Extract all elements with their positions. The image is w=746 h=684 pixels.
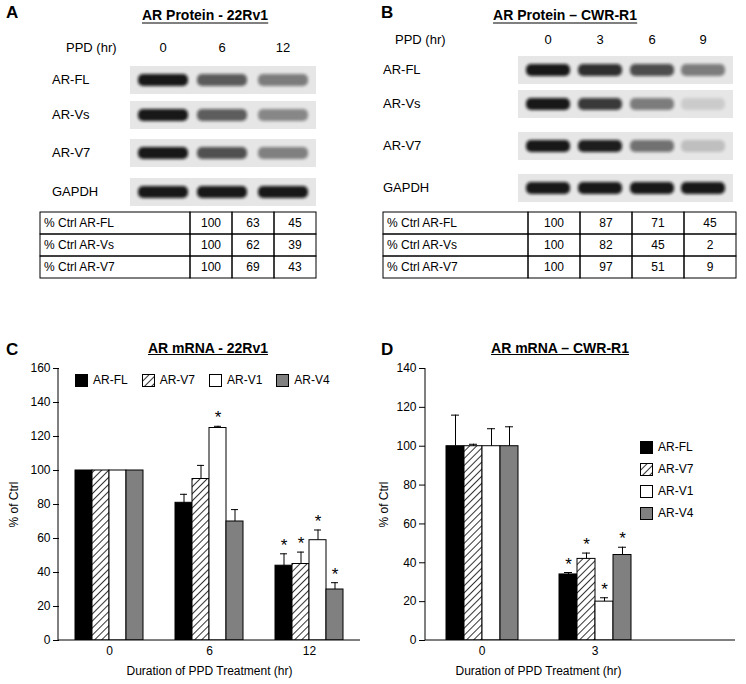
- svg-text:% Ctrl AR-FL: % Ctrl AR-FL: [387, 216, 457, 230]
- svg-text:45: 45: [288, 216, 302, 230]
- svg-text:Duration of PPD Treatment (hr): Duration of PPD Treatment (hr): [455, 664, 621, 678]
- svg-text:0: 0: [544, 32, 551, 47]
- svg-text:0: 0: [410, 633, 417, 647]
- svg-text:60: 60: [37, 531, 51, 545]
- svg-text:*: *: [215, 408, 222, 427]
- svg-text:% Ctrl AR-Vs: % Ctrl AR-Vs: [387, 238, 457, 252]
- svg-text:100: 100: [201, 216, 221, 230]
- svg-text:80: 80: [403, 478, 417, 492]
- svg-text:100: 100: [201, 260, 221, 274]
- svg-text:69: 69: [246, 260, 260, 274]
- svg-text:0: 0: [479, 644, 486, 658]
- svg-text:80: 80: [37, 497, 51, 511]
- svg-text:140: 140: [30, 395, 50, 409]
- svg-text:6: 6: [206, 644, 213, 658]
- html-text:AR-V7: AR-V7: [159, 373, 195, 387]
- html-text:AR mRNA - 22Rv1: AR mRNA - 22Rv1: [148, 340, 268, 356]
- html-text:AR mRNA – CWR-R1: AR mRNA – CWR-R1: [491, 340, 629, 356]
- svg-text:100: 100: [544, 238, 564, 252]
- html-text:AR-V1: AR-V1: [658, 484, 694, 498]
- svg-text:AR-V7: AR-V7: [383, 138, 421, 153]
- svg-text:*: *: [315, 512, 322, 531]
- svg-text:140: 140: [396, 361, 416, 375]
- svg-text:63: 63: [246, 216, 260, 230]
- svg-text:100: 100: [544, 216, 564, 230]
- svg-text:*: *: [619, 529, 626, 548]
- svg-text:0: 0: [159, 40, 166, 55]
- svg-text:*: *: [565, 555, 572, 574]
- svg-text:*: *: [332, 565, 339, 584]
- svg-text:9: 9: [707, 260, 714, 274]
- html-text:AR-V4: AR-V4: [294, 373, 330, 387]
- svg-text:% Ctrl AR-V7: % Ctrl AR-V7: [387, 260, 458, 274]
- svg-text:AR-Vs: AR-Vs: [52, 107, 90, 122]
- html-text:AR-V7: AR-V7: [658, 462, 694, 476]
- html-text:C: C: [6, 340, 19, 359]
- svg-text:160: 160: [30, 361, 50, 375]
- svg-text:100: 100: [544, 260, 564, 274]
- svg-text:100: 100: [201, 238, 221, 252]
- svg-text:40: 40: [403, 556, 417, 570]
- svg-text:PPD (hr): PPD (hr): [66, 40, 117, 55]
- svg-text:% Ctrl AR-FL: % Ctrl AR-FL: [44, 216, 114, 230]
- svg-text:GAPDH: GAPDH: [52, 184, 98, 199]
- svg-text:2: 2: [707, 238, 714, 252]
- svg-text:AR-FL: AR-FL: [383, 62, 421, 77]
- html-text:AR-V1: AR-V1: [227, 373, 263, 387]
- svg-text:12: 12: [303, 644, 317, 658]
- svg-text:12: 12: [276, 40, 290, 55]
- svg-text:AR Protein – CWR-R1: AR Protein – CWR-R1: [493, 7, 637, 23]
- svg-text:AR Protein - 22Rv1: AR Protein - 22Rv1: [142, 7, 268, 23]
- html-text:D: D: [381, 340, 394, 359]
- svg-text:71: 71: [651, 216, 665, 230]
- svg-text:43: 43: [288, 260, 302, 274]
- svg-text:87: 87: [599, 216, 613, 230]
- svg-text:51: 51: [651, 260, 665, 274]
- svg-text:45: 45: [703, 216, 717, 230]
- svg-text:0: 0: [44, 633, 51, 647]
- svg-text:% of Ctrl: % of Ctrl: [7, 481, 21, 527]
- svg-text:*: *: [583, 535, 590, 554]
- svg-text:40: 40: [37, 565, 51, 579]
- svg-text:120: 120: [30, 429, 50, 443]
- svg-text:% Ctrl AR-V7: % Ctrl AR-V7: [44, 260, 115, 274]
- svg-text:A: A: [6, 3, 18, 22]
- svg-text:20: 20: [403, 594, 417, 608]
- svg-text:3: 3: [596, 32, 603, 47]
- svg-text:Duration of PPD Treatment (hr): Duration of PPD Treatment (hr): [126, 664, 292, 678]
- svg-text:% Ctrl AR-Vs: % Ctrl AR-Vs: [44, 238, 114, 252]
- svg-text:45: 45: [651, 238, 665, 252]
- svg-text:*: *: [601, 580, 608, 599]
- svg-text:% of Ctrl: % of Ctrl: [377, 481, 391, 527]
- svg-text:6: 6: [218, 40, 225, 55]
- svg-text:AR-V7: AR-V7: [52, 145, 90, 160]
- svg-text:0: 0: [106, 644, 113, 658]
- svg-text:120: 120: [396, 400, 416, 414]
- svg-text:6: 6: [648, 32, 655, 47]
- svg-text:20: 20: [37, 599, 51, 613]
- svg-text:*: *: [281, 536, 288, 555]
- svg-text:62: 62: [246, 238, 260, 252]
- svg-text:60: 60: [403, 517, 417, 531]
- svg-text:100: 100: [396, 439, 416, 453]
- svg-text:PPD (hr): PPD (hr): [395, 32, 446, 47]
- svg-text:3: 3: [592, 644, 599, 658]
- svg-text:39: 39: [288, 238, 302, 252]
- svg-text:GAPDH: GAPDH: [383, 180, 429, 195]
- html-text:AR-FL: AR-FL: [658, 440, 693, 454]
- svg-text:97: 97: [599, 260, 613, 274]
- svg-text:9: 9: [699, 32, 706, 47]
- svg-text:100: 100: [30, 463, 50, 477]
- html-text:AR-FL: AR-FL: [93, 373, 128, 387]
- svg-text:AR-FL: AR-FL: [52, 72, 90, 87]
- html-text:AR-V4: AR-V4: [658, 506, 694, 520]
- svg-text:82: 82: [599, 238, 613, 252]
- svg-text:AR-Vs: AR-Vs: [383, 96, 421, 111]
- svg-text:*: *: [298, 534, 305, 553]
- svg-text:B: B: [381, 3, 393, 22]
